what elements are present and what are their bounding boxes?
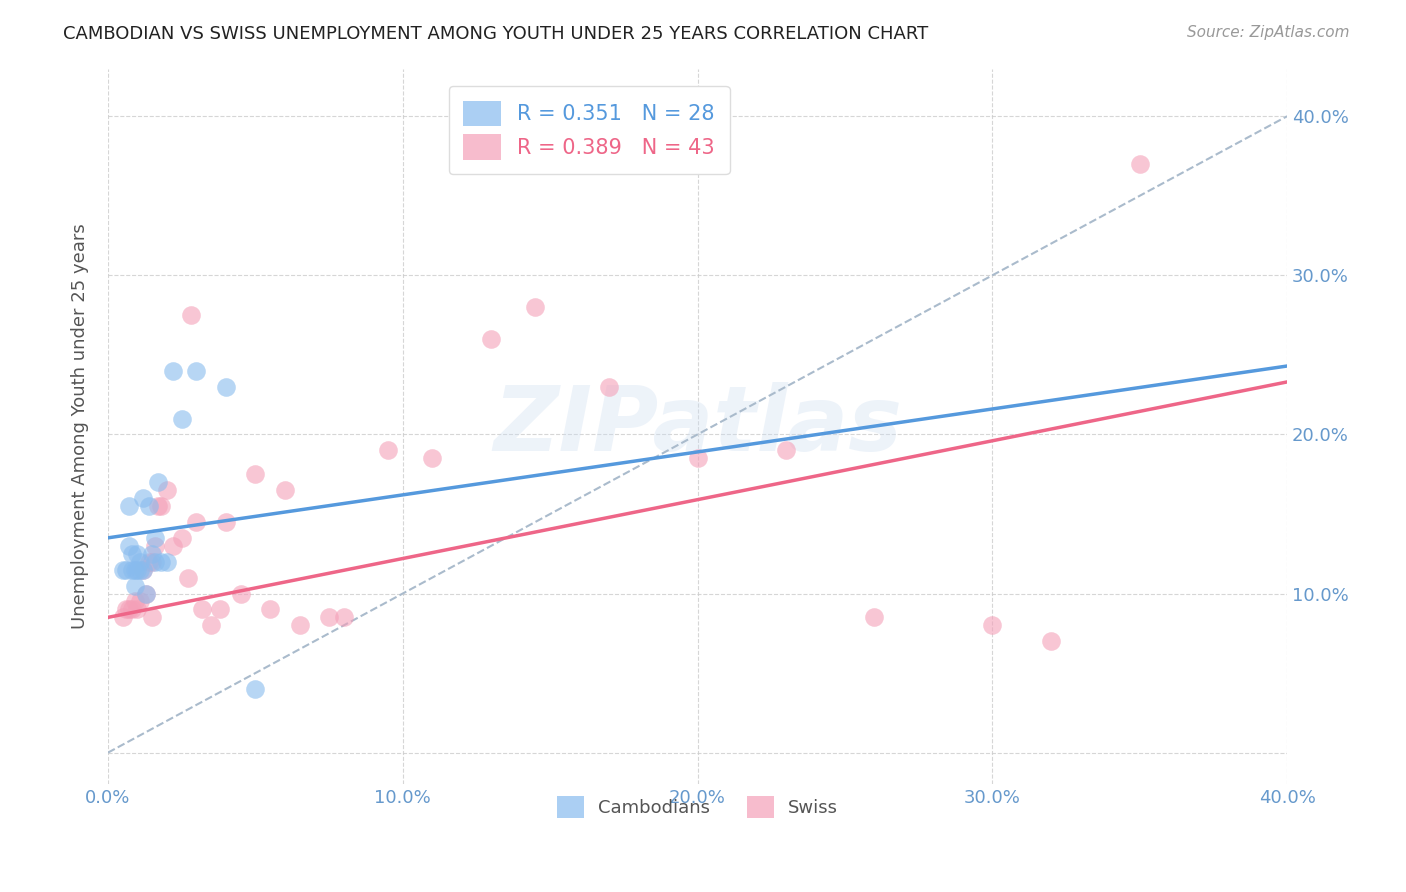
Point [129, 555, 152, 569]
Point [156, 555, 179, 569]
Point [124, 578, 146, 592]
Point [127, 547, 149, 561]
Point [121, 602, 143, 616]
Point [259, 602, 281, 616]
Point [186, 364, 208, 378]
Point [863, 610, 886, 624]
Point [657, 157, 679, 171]
Point [191, 602, 214, 616]
Point [143, 555, 166, 569]
Text: ZIPatlas: ZIPatlas [494, 383, 903, 470]
Point [124, 563, 146, 577]
Y-axis label: Unemployment Among Youth under 25 years: Unemployment Among Youth under 25 years [72, 224, 89, 630]
Point [143, 531, 166, 545]
Point [1040, 634, 1063, 648]
Point [127, 602, 149, 616]
Point [176, 571, 198, 585]
Point [162, 539, 184, 553]
Point [288, 618, 311, 632]
Point [274, 483, 297, 497]
Point [117, 539, 139, 553]
Point [127, 563, 149, 577]
Point [121, 563, 143, 577]
Point [775, 443, 797, 458]
Point [170, 531, 193, 545]
Point [377, 443, 399, 458]
Point [208, 602, 231, 616]
Point [141, 547, 163, 561]
Text: Source: ZipAtlas.com: Source: ZipAtlas.com [1187, 25, 1350, 40]
Point [138, 499, 160, 513]
Point [124, 594, 146, 608]
Point [215, 380, 238, 394]
Point [245, 467, 267, 482]
Text: CAMBODIAN VS SWISS UNEMPLOYMENT AMONG YOUTH UNDER 25 YEARS CORRELATION CHART: CAMBODIAN VS SWISS UNEMPLOYMENT AMONG YO… [63, 25, 928, 43]
Point [245, 681, 267, 696]
Point [132, 563, 155, 577]
Point [186, 515, 208, 529]
Point [132, 491, 155, 505]
Point [129, 563, 152, 577]
Point [146, 475, 169, 490]
Point [170, 411, 193, 425]
Point [129, 594, 152, 608]
Point [117, 499, 139, 513]
Point [150, 555, 173, 569]
Point [146, 499, 169, 513]
Point [215, 515, 238, 529]
Point [686, 451, 709, 466]
Point [150, 499, 173, 513]
Point [156, 483, 179, 497]
Point [114, 602, 136, 616]
Point [420, 451, 443, 466]
Point [479, 332, 502, 346]
Point [333, 610, 356, 624]
Point [318, 610, 340, 624]
Point [121, 547, 143, 561]
Point [135, 586, 157, 600]
Point [229, 586, 252, 600]
Point [524, 300, 547, 314]
Point [111, 610, 134, 624]
Point [162, 364, 184, 378]
Point [143, 539, 166, 553]
Point [981, 618, 1004, 632]
Point [111, 563, 134, 577]
Point [141, 610, 163, 624]
Point [141, 555, 163, 569]
Point [132, 563, 155, 577]
Point [114, 563, 136, 577]
Point [598, 380, 620, 394]
Point [117, 602, 139, 616]
Point [138, 555, 160, 569]
Point [200, 618, 222, 632]
Legend: Cambodians, Swiss: Cambodians, Swiss [550, 789, 845, 825]
Point [135, 586, 157, 600]
Point [180, 308, 202, 322]
Point [1129, 157, 1152, 171]
